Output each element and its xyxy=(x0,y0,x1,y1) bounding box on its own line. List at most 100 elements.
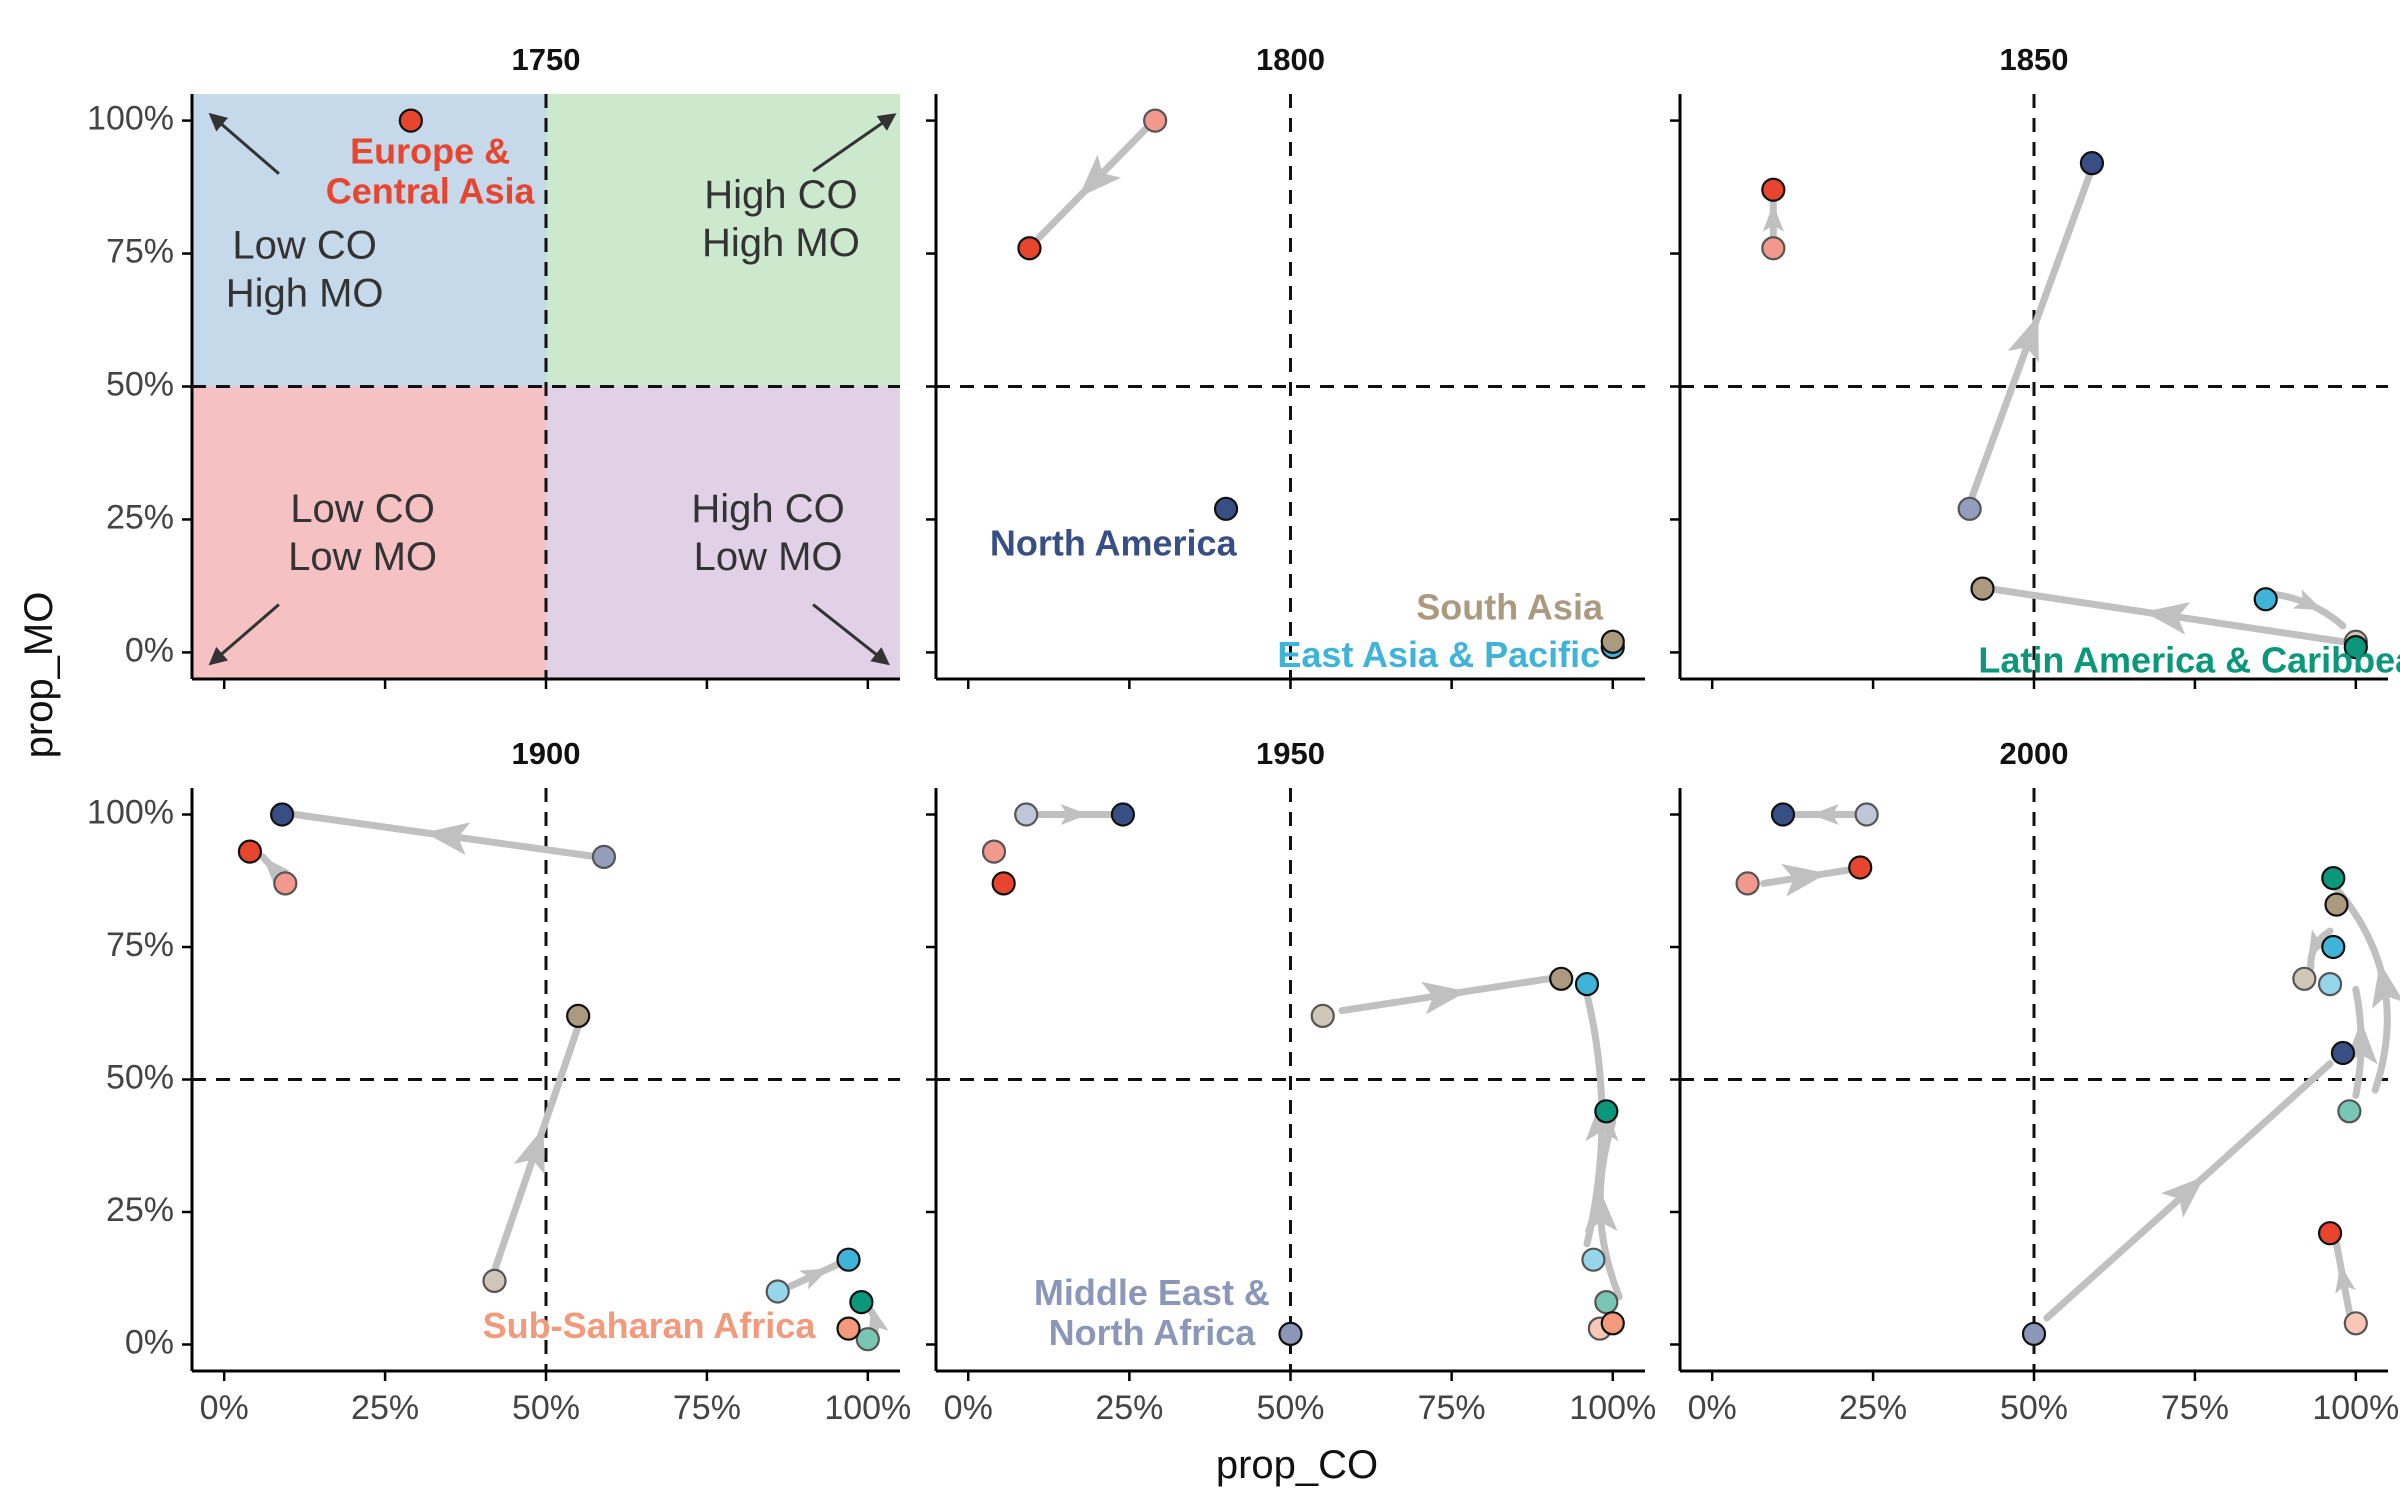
panel-1800: 1800 North America South Asia East Asia & P… xyxy=(926,42,1645,689)
label-line: High MO xyxy=(226,272,384,316)
quadrant-label-low-co-high-mo: Low CO High MO xyxy=(226,224,384,316)
data-point xyxy=(1014,802,1039,827)
y-tick-label: 100% xyxy=(87,793,174,831)
movement-arrowhead xyxy=(799,1268,830,1290)
label-line: High CO xyxy=(691,487,844,531)
label-line: South Asia xyxy=(1416,586,1604,627)
movement-arrowhead xyxy=(2308,929,2331,960)
region-label: Latin America & Caribbean xyxy=(1978,640,2400,681)
x-tick-label: 0% xyxy=(1688,1389,1737,1427)
movement-arrowhead xyxy=(1584,1187,1618,1233)
x-tick-label: 75% xyxy=(673,1389,741,1427)
y-tick-label: 50% xyxy=(106,365,174,403)
data-point xyxy=(1761,236,1786,261)
label-line: High CO xyxy=(704,173,857,217)
data-point xyxy=(1600,1311,1625,1336)
movement-arrowhead xyxy=(1060,804,1089,825)
data-point xyxy=(2021,1321,2047,1347)
data-point xyxy=(482,1268,507,1294)
y-tick-label: 0% xyxy=(125,631,174,669)
y-axis-title: prop_MO xyxy=(17,592,61,759)
data-point xyxy=(981,839,1007,864)
panel-title: 1900 xyxy=(512,736,581,771)
quadrant-high-co-low-mo xyxy=(546,386,900,679)
data-point xyxy=(2343,1311,2368,1336)
data-point xyxy=(1581,1247,1606,1272)
label-line: High MO xyxy=(702,221,860,265)
data-point xyxy=(398,108,423,133)
y-tick-label: 100% xyxy=(87,100,174,138)
panel-1850: 1850 Latin America & Caribbean xyxy=(1670,42,2400,689)
label-line: Low CO xyxy=(232,224,377,268)
x-tick-label: 0% xyxy=(944,1389,993,1427)
y-tick-label: 75% xyxy=(106,233,174,271)
x-tick-label: 0% xyxy=(200,1389,249,1427)
movement-arrowhead xyxy=(2371,962,2400,1009)
label-line: Latin America & Caribbean xyxy=(1978,640,2400,681)
movement-arrowhead xyxy=(1781,863,1828,897)
x-tick-label: 75% xyxy=(2161,1389,2229,1427)
data-point xyxy=(1017,236,1042,261)
data-point xyxy=(273,871,298,896)
data-point xyxy=(2337,1099,2362,1124)
label-line: Low MO xyxy=(288,535,437,579)
data-point xyxy=(237,839,263,864)
data-point xyxy=(1854,802,1879,827)
panel-title: 1950 xyxy=(1256,736,1325,771)
movement-arrowhead xyxy=(868,1306,889,1336)
movement-arrowhead xyxy=(2161,1176,2205,1218)
label-line: Low MO xyxy=(694,535,843,579)
panel-2000: 0% 25% 50% 75% 100% 2000 xyxy=(1670,736,2400,1427)
data-point xyxy=(1143,108,1168,133)
panel-title: 2000 xyxy=(2000,736,2069,771)
panel-1950: 0% 25% 50% 75% 100% 1950 Middle East & North Af… xyxy=(926,736,1656,1427)
data-point xyxy=(836,1247,861,1272)
data-point xyxy=(2079,151,2105,176)
y-tick-label: 75% xyxy=(106,926,174,964)
quadrant-low-co-high-mo xyxy=(192,94,546,387)
movement-arrowhead xyxy=(1420,981,1467,1015)
panel-title: 1800 xyxy=(1256,42,1325,77)
label-line: Low CO xyxy=(290,487,435,531)
x-tick-label: 50% xyxy=(512,1389,580,1427)
label-line: Central Asia xyxy=(326,170,536,211)
data-point xyxy=(1970,576,1995,601)
data-point xyxy=(2324,892,2349,917)
label-line: North Africa xyxy=(1049,1312,1257,1353)
x-axis-title: prop_CO xyxy=(1216,1443,1378,1487)
data-point xyxy=(1549,966,1574,991)
label-line: Sub-Saharan Africa xyxy=(483,1305,817,1346)
movement-arrowhead xyxy=(2007,315,2039,363)
data-point xyxy=(1594,1099,1619,1124)
movement-arrowhead xyxy=(2292,589,2323,611)
data-point xyxy=(566,1003,591,1029)
data-point xyxy=(2330,1040,2356,1066)
x-tick-label: 25% xyxy=(1839,1389,1907,1427)
region-label: South Asia xyxy=(1416,586,1604,627)
region-label: North America xyxy=(990,523,1238,564)
region-label: East Asia & Pacific xyxy=(1277,634,1600,675)
direction-arrow xyxy=(812,603,890,666)
movement-arrowhead xyxy=(263,857,290,885)
label-line: North America xyxy=(990,523,1238,564)
direction-arrow xyxy=(208,603,280,666)
data-point xyxy=(1770,802,1796,827)
data-point xyxy=(1848,855,1873,880)
x-tick-label: 25% xyxy=(351,1389,419,1427)
y-tick-label: 25% xyxy=(106,498,174,536)
data-point xyxy=(991,871,1016,896)
movement-arrowhead xyxy=(1078,154,1122,198)
data-point xyxy=(1574,971,1600,997)
x-tick-label: 100% xyxy=(1569,1389,1656,1427)
label-line: Middle East & xyxy=(1034,1272,1270,1313)
data-point xyxy=(1761,177,1786,202)
data-point xyxy=(270,802,295,827)
data-point xyxy=(1600,629,1625,654)
data-point xyxy=(836,1316,861,1341)
data-point xyxy=(1594,1289,1619,1315)
panel-title: 1850 xyxy=(2000,42,2069,77)
x-tick-label: 25% xyxy=(1095,1389,1163,1427)
